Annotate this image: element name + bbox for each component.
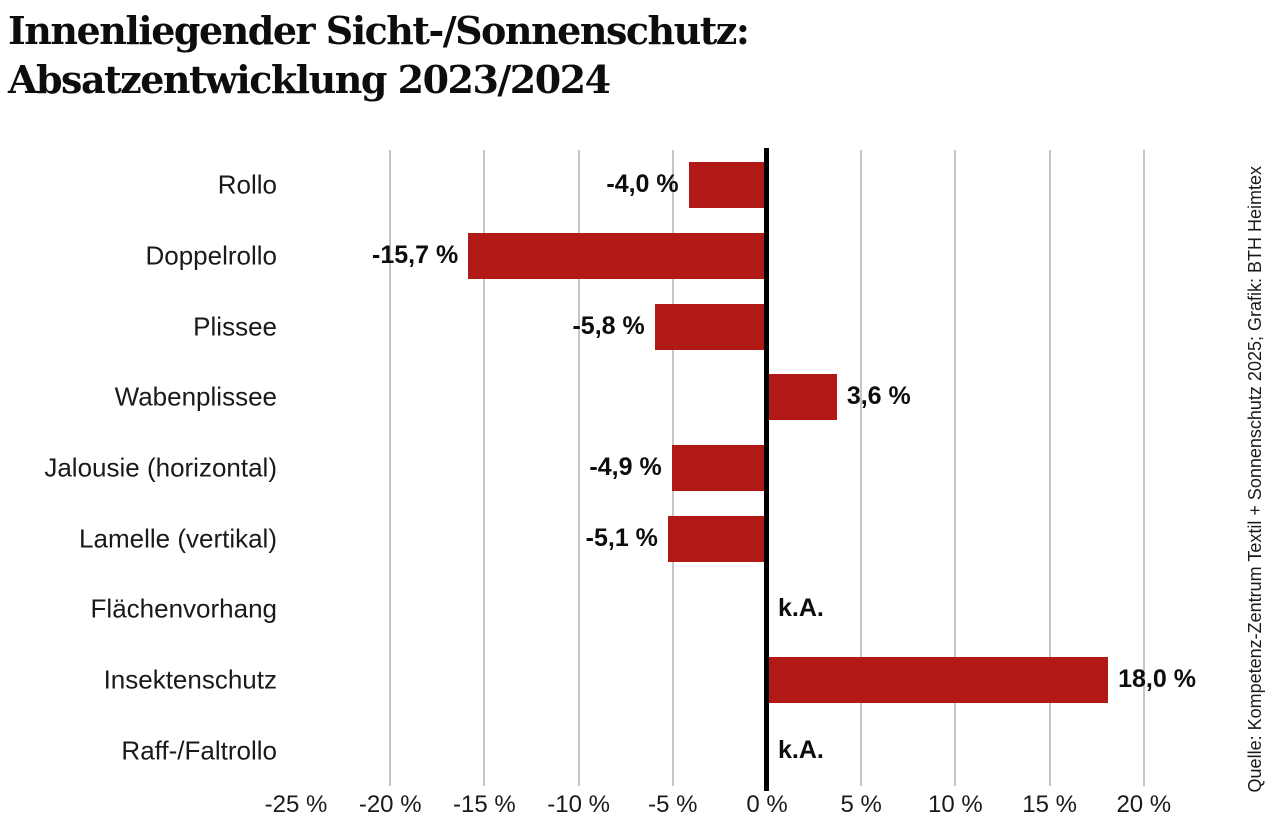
category-label: Rollo — [217, 169, 277, 200]
x-axis-tick-label: 10 % — [928, 791, 983, 818]
gridline — [954, 150, 957, 786]
value-label: -4,0 % — [606, 170, 679, 199]
category-label: Jalousie (horizontal) — [44, 452, 277, 483]
x-axis-tick-label: 0 % — [746, 791, 788, 818]
x-axis: -25 % -20 % -15 % -10 % -5 % 0 % 5 % 10 % 15 % 20… — [0, 789, 1272, 823]
category-label: Raff-/Faltrollo — [121, 735, 277, 766]
bar — [769, 657, 1109, 703]
bar — [667, 515, 764, 562]
value-label: 18,0 % — [1118, 664, 1196, 693]
bar — [468, 233, 764, 279]
category-label: Wabenplissee — [114, 381, 277, 412]
x-axis-tick-label: -10 % — [547, 791, 610, 818]
no-data-label: k.A. — [778, 735, 824, 764]
x-axis-tick-label: -25 % — [264, 791, 328, 818]
category-label: Lamelle (vertikal) — [79, 523, 277, 554]
value-label: 3,6 % — [846, 382, 911, 411]
x-axis-tick-label: 5 % — [840, 791, 882, 818]
no-data-label: k.A. — [778, 594, 824, 623]
x-axis-tick-label: 20 % — [1116, 791, 1172, 818]
chart-title-line1: Innenliegender Sicht-/Sonnenschutz: — [8, 8, 750, 53]
x-axis-tick-label: -5 % — [648, 791, 698, 818]
source-note: Quelle: Kompetenz-Zentrum Textil + Sonne… — [1245, 165, 1265, 792]
value-label: -5,1 % — [585, 523, 658, 552]
chart-title: Innenliegender Sicht-/Sonnenschutz: Absa… — [8, 6, 750, 104]
category-label: Doppelrollo — [145, 240, 277, 271]
bar — [769, 374, 837, 421]
bar — [688, 162, 764, 209]
bar-chart-plot-area: Rollo -4,0 % Doppelrollo -15,7 % Plissee -5,8… — [0, 148, 1272, 791]
gridline — [577, 150, 580, 786]
bar — [671, 445, 764, 491]
value-label: -15,7 % — [372, 240, 459, 269]
value-label: -5,8 % — [572, 311, 645, 340]
category-label: Plissee — [193, 311, 277, 342]
gridline — [1048, 150, 1051, 786]
category-label: Flächenvorhang — [90, 593, 277, 624]
x-axis-tick-label: -20 % — [358, 791, 422, 818]
gridline — [1142, 150, 1145, 786]
value-label: -4,9 % — [589, 452, 662, 481]
zero-axis-line — [764, 148, 769, 791]
category-label: Insektenschutz — [103, 664, 277, 695]
gridline — [860, 150, 863, 786]
bar — [654, 303, 764, 350]
chart-title-line2: Absatzentwicklung 2023/2024 — [8, 57, 611, 102]
gridline — [483, 150, 486, 786]
x-axis-tick-label: -15 % — [453, 791, 516, 818]
x-axis-tick-label: 15 % — [1022, 791, 1077, 818]
gridline — [389, 150, 392, 786]
